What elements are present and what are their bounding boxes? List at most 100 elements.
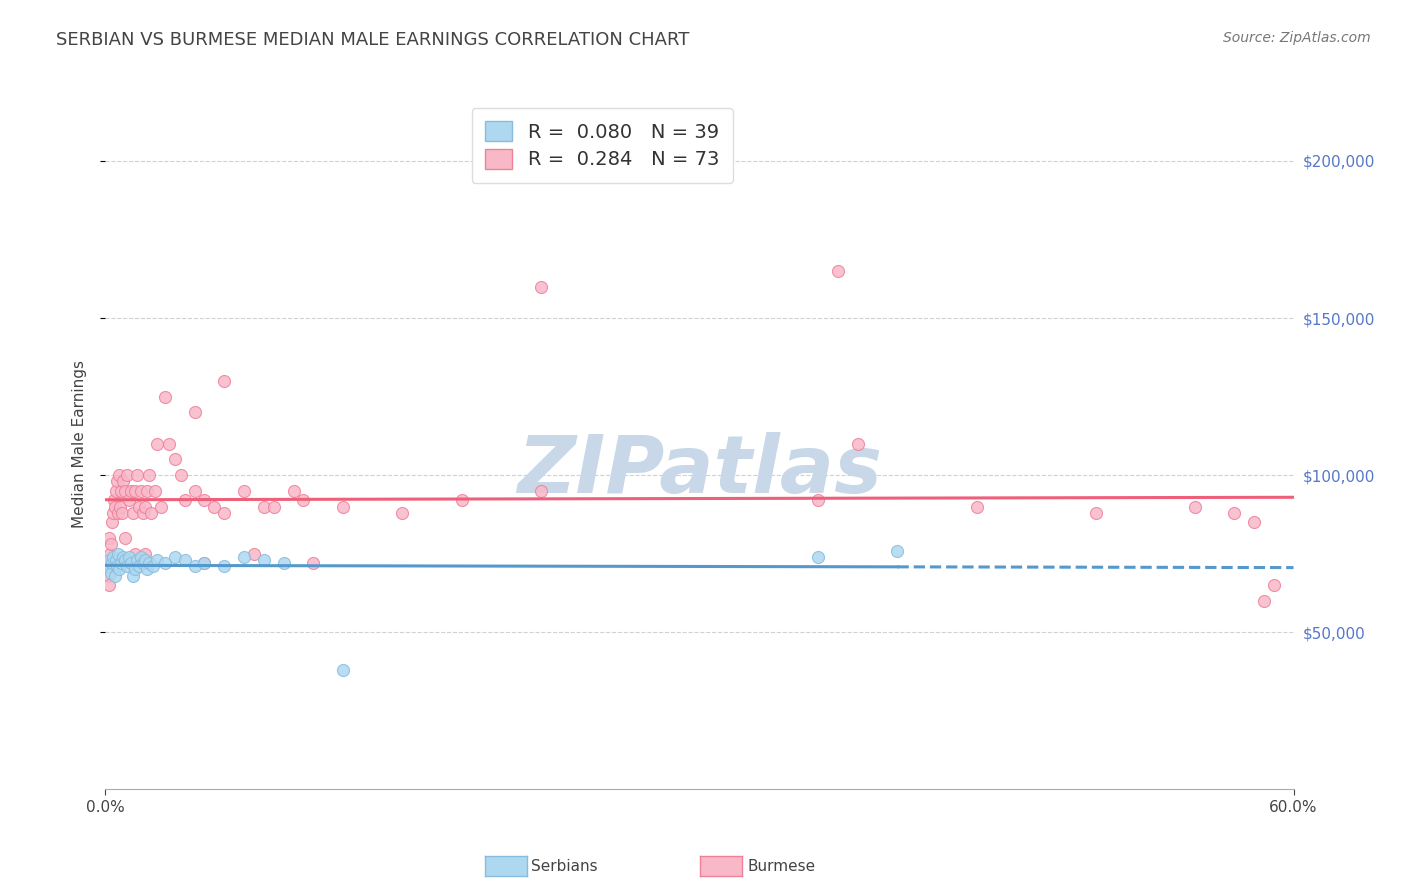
Point [127,553,149,567]
Point [886,543,908,558]
Point [98,553,121,567]
Text: SERBIAN VS BURMESE MEDIAN MALE EARNINGS CORRELATION CHART: SERBIAN VS BURMESE MEDIAN MALE EARNINGS … [56,31,689,49]
Point [332,500,354,514]
Point [105,475,128,489]
Point [129,549,152,564]
Point [120,483,142,498]
Point [100,537,122,551]
Point [98,531,121,545]
Point [1243,516,1265,530]
Point [107,547,129,561]
Point [253,553,276,567]
Point [128,500,150,514]
Point [153,390,176,404]
Point [96,559,118,574]
Point [124,483,146,498]
Point [332,663,354,677]
Point [846,437,869,451]
Text: Source: ZipAtlas.com: Source: ZipAtlas.com [1223,31,1371,45]
Point [1263,578,1285,592]
Point [183,483,205,498]
Point [214,506,236,520]
Point [101,516,124,530]
Point [110,500,132,514]
Point [100,547,122,561]
Point [157,437,180,451]
Point [108,468,131,483]
Point [103,506,125,520]
Y-axis label: Median Male Earnings: Median Male Earnings [72,359,87,528]
Point [214,374,236,388]
Point [97,568,120,582]
Point [96,556,118,570]
Point [105,483,128,498]
Point [530,483,553,498]
Point [193,556,215,570]
Point [146,553,169,567]
Point [173,553,195,567]
Point [273,556,295,570]
Point [138,468,160,483]
Point [153,556,176,570]
Point [233,483,256,498]
Point [173,493,195,508]
Point [114,531,136,545]
Point [136,562,159,576]
Point [118,549,141,564]
Point [136,483,159,498]
Point [1223,506,1246,520]
Point [143,483,166,498]
Point [122,568,145,582]
Point [1253,594,1275,608]
Point [103,493,125,508]
Point [966,500,988,514]
Point [115,468,138,483]
Point [302,556,325,570]
Text: Serbians: Serbians [531,859,598,873]
Point [120,556,142,570]
Point [146,437,169,451]
Point [450,493,472,508]
Point [163,549,186,564]
Point [807,549,830,564]
Point [142,559,165,574]
Point [108,562,131,576]
Legend: R =  0.080   N = 39, R =  0.284   N = 73: R = 0.080 N = 39, R = 0.284 N = 73 [471,108,733,183]
Point [292,493,315,508]
Point [253,500,276,514]
Point [122,506,145,520]
Point [132,506,155,520]
Point [138,556,160,570]
Point [115,559,138,574]
Point [202,500,225,514]
Point [107,506,129,520]
Point [170,468,193,483]
Text: ZIPatlas: ZIPatlas [517,433,882,510]
Point [127,468,149,483]
Point [134,500,156,514]
Point [103,549,125,564]
Point [105,559,128,574]
Point [101,556,124,570]
Point [530,279,553,293]
Point [1084,506,1107,520]
Point [1184,500,1206,514]
Point [110,483,132,498]
Point [129,483,152,498]
Point [183,405,205,419]
Point [263,500,285,514]
Point [193,556,215,570]
Point [183,559,205,574]
Point [193,493,215,508]
Point [110,556,132,570]
Point [139,506,162,520]
Point [243,547,266,561]
Text: Burmese: Burmese [748,859,815,873]
Point [214,559,236,574]
Point [233,549,256,564]
Point [105,553,128,567]
Point [104,500,127,514]
Point [111,506,134,520]
Point [118,493,141,508]
Point [98,578,121,592]
